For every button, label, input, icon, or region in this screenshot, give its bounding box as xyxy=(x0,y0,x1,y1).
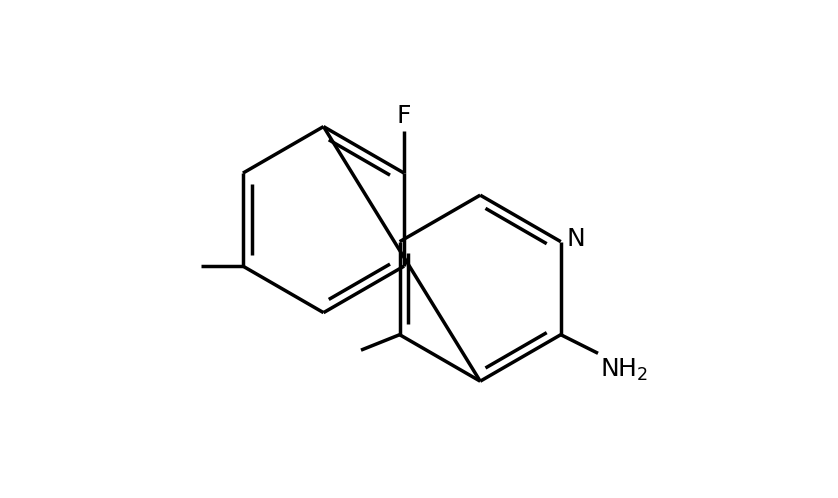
Text: NH$_2$: NH$_2$ xyxy=(601,357,649,383)
Text: N: N xyxy=(566,227,586,251)
Text: F: F xyxy=(397,104,411,127)
